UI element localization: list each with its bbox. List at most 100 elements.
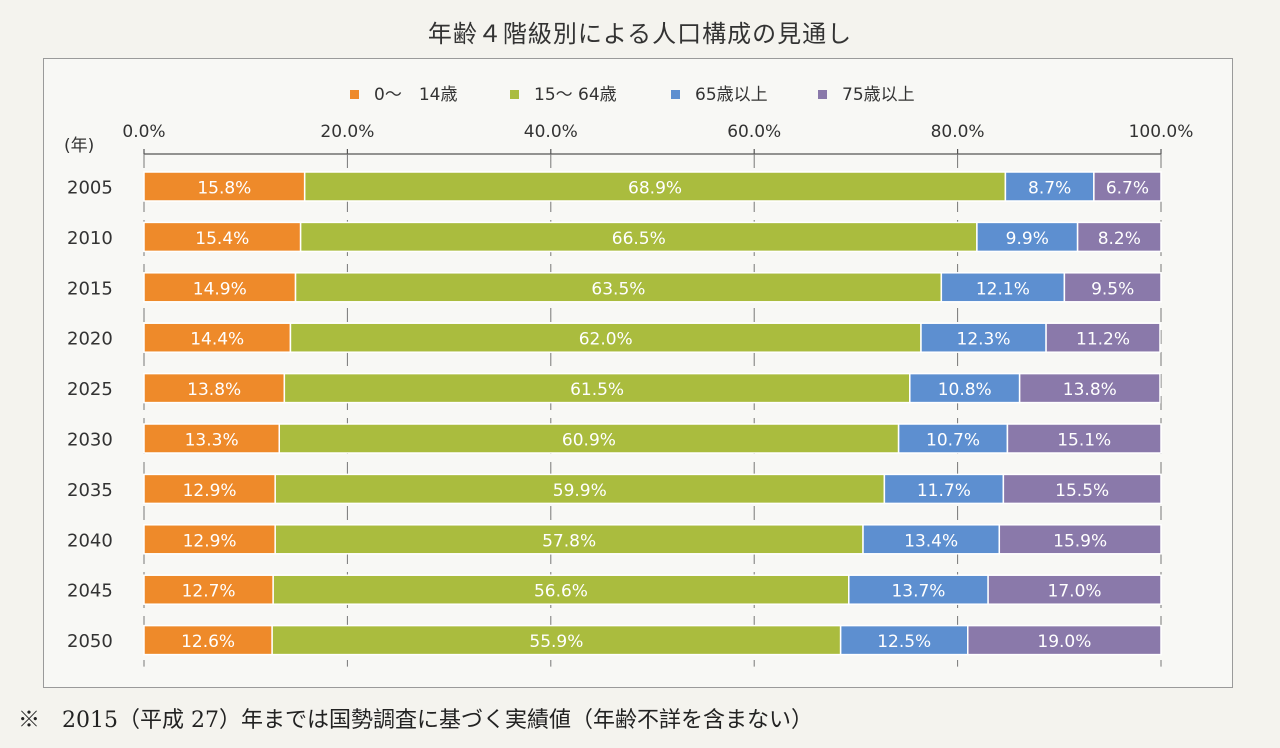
- bar-2035-s2: [274, 473, 886, 505]
- x-tick-label-5: 100.0%: [1129, 122, 1194, 142]
- data-label-2030-s1: 13.3%: [185, 431, 239, 451]
- bar-2010-s4: [1076, 221, 1162, 253]
- bar-2025-s2: [283, 372, 911, 404]
- data-label-2020-s2: 62.0%: [579, 330, 633, 350]
- bar-2045-s2: [272, 574, 850, 605]
- bar-2015-s2: [294, 272, 943, 303]
- data-label-2050-s1: 12.6%: [181, 632, 235, 652]
- data-label-2045-s3: 13.7%: [891, 582, 945, 602]
- data-label-2015-s3: 12.1%: [976, 279, 1030, 299]
- data-label-2025-s2: 61.5%: [570, 380, 624, 400]
- bar-2050-s3: [839, 624, 969, 656]
- bar-2005-s2: [303, 171, 1007, 202]
- data-label-2030-s4: 15.1%: [1057, 431, 1111, 451]
- bar-2015-s3: [940, 272, 1066, 303]
- bar-2015-s1: [143, 272, 297, 303]
- data-label-2005-s1: 15.8%: [197, 179, 251, 199]
- y-axis-label: (年): [64, 136, 94, 156]
- bar-2020-s4: [1045, 322, 1161, 353]
- data-label-2005-s2: 68.9%: [628, 179, 682, 199]
- data-label-2005-s3: 8.7%: [1028, 179, 1071, 199]
- footnote: ※ 2015（平成 27）年までは国勢調査に基づく実績値（年齢不詳を含まない）: [18, 708, 813, 733]
- data-label-2030-s3: 10.7%: [926, 431, 980, 451]
- data-label-2050-s4: 19.0%: [1037, 632, 1091, 652]
- category-label-2050: 2050: [67, 631, 113, 652]
- bar-2030-s2: [278, 423, 900, 454]
- data-label-2020-s1: 14.4%: [190, 330, 244, 350]
- data-label-2025-s1: 13.8%: [187, 380, 241, 400]
- data-label-2010-s3: 9.9%: [1006, 229, 1049, 249]
- legend-label-2: 15～ 64歳: [534, 85, 617, 105]
- legend-swatch-3: [671, 90, 680, 99]
- data-label-2040-s2: 57.8%: [542, 531, 596, 551]
- x-tick-label-2: 40.0%: [524, 122, 578, 142]
- bar-2050-s4: [967, 624, 1162, 656]
- chart-frame: 0～ 14歳 15～ 64歳 65歳以上 75歳以上 (年) 0.0% 20.0% 40.0%…: [43, 58, 1233, 688]
- category-label-2015: 2015: [67, 278, 113, 299]
- legend-label-4: 75歳以上: [842, 85, 915, 105]
- data-label-2035-s4: 15.5%: [1055, 481, 1109, 501]
- data-label-2025-s3: 10.8%: [938, 380, 992, 400]
- bar-2030-s4: [1006, 423, 1162, 454]
- category-label-2045: 2045: [67, 581, 113, 602]
- data-label-2025-s4: 13.8%: [1063, 380, 1117, 400]
- data-label-2015-s2: 63.5%: [591, 279, 645, 299]
- legend-swatch-1: [350, 90, 359, 99]
- bar-2040-s2: [274, 524, 864, 555]
- data-label-2035-s1: 12.9%: [183, 481, 237, 501]
- data-label-2010-s4: 8.2%: [1098, 229, 1141, 249]
- bar-2005-s3: [1004, 171, 1095, 202]
- legend-swatch-4: [818, 90, 827, 99]
- bar-2020-s1: [143, 322, 292, 353]
- bar-2035-s4: [1002, 473, 1162, 505]
- bar-2010-s3: [976, 221, 1079, 253]
- bar-2035-s3: [883, 473, 1005, 505]
- data-label-2010-s2: 66.5%: [612, 229, 666, 249]
- category-label-2030: 2030: [67, 430, 113, 451]
- data-label-2035-s2: 59.9%: [553, 481, 607, 501]
- category-label-2025: 2025: [67, 379, 113, 400]
- bar-2010-s1: [143, 221, 302, 253]
- stacked-bar-chart: 0～ 14歳 15～ 64歳 65歳以上 75歳以上 (年) 0.0% 20.0% 40.0%…: [64, 85, 1194, 667]
- category-label-2010: 2010: [67, 228, 113, 249]
- category-label-2035: 2035: [67, 480, 113, 501]
- data-label-2045-s2: 56.6%: [534, 582, 588, 602]
- data-label-2040-s3: 13.4%: [904, 531, 958, 551]
- bar-2025-s4: [1018, 372, 1161, 404]
- data-label-2020-s4: 11.2%: [1076, 330, 1130, 350]
- data-label-2050-s2: 55.9%: [529, 632, 583, 652]
- x-tick-label-1: 20.0%: [320, 122, 374, 142]
- bar-2020-s3: [920, 322, 1047, 353]
- data-label-2035-s3: 11.7%: [917, 481, 971, 501]
- data-label-2010-s1: 15.4%: [195, 229, 249, 249]
- bar-2005-s4: [1093, 171, 1162, 202]
- bar-2010-s2: [299, 221, 978, 253]
- data-label-2015-s4: 9.5%: [1091, 279, 1134, 299]
- bar-2025-s1: [143, 372, 286, 404]
- category-label-2005: 2005: [67, 178, 113, 199]
- bar-2030-s3: [897, 423, 1009, 454]
- x-tick-label-3: 60.0%: [727, 122, 781, 142]
- data-label-2015-s1: 14.9%: [193, 279, 247, 299]
- bar-2040-s4: [998, 524, 1162, 555]
- data-label-2030-s2: 60.9%: [562, 431, 616, 451]
- x-tick-label-4: 80.0%: [931, 122, 985, 142]
- data-label-2040-s4: 15.9%: [1053, 531, 1107, 551]
- bar-2035-s1: [143, 473, 276, 505]
- data-label-2020-s3: 12.3%: [957, 330, 1011, 350]
- x-tick-label-0: 0.0%: [122, 122, 165, 142]
- legend-swatch-2: [510, 90, 519, 99]
- bar-2045-s4: [987, 574, 1162, 605]
- data-label-2045-s4: 17.0%: [1048, 582, 1102, 602]
- chart-title: 年齢４階級別による人口構成の見通し: [427, 20, 853, 48]
- data-label-2050-s3: 12.5%: [877, 632, 931, 652]
- data-label-2040-s1: 12.9%: [183, 531, 237, 551]
- bar-2030-s1: [143, 423, 281, 454]
- legend-label-3: 65歳以上: [695, 85, 768, 105]
- bar-2045-s1: [143, 574, 274, 605]
- category-label-2040: 2040: [67, 530, 113, 551]
- category-label-2020: 2020: [67, 329, 113, 350]
- data-label-2005-s4: 6.7%: [1106, 179, 1149, 199]
- legend-label-1: 0～ 14歳: [374, 85, 457, 105]
- bar-2015-s4: [1063, 272, 1162, 303]
